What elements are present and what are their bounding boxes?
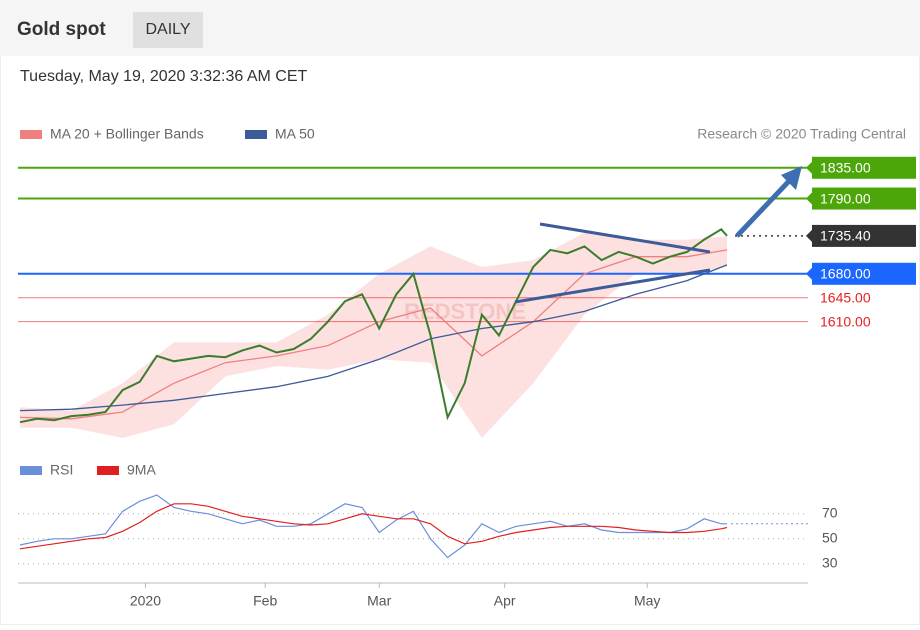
ma-line	[19, 264, 728, 412]
level-box-tip	[806, 267, 812, 280]
x-tick-label: Mar	[367, 593, 391, 609]
legend-swatch	[20, 466, 42, 475]
legend-label: MA 20 + Bollinger Bands	[50, 126, 204, 142]
level-box-tip	[806, 229, 812, 242]
title: Gold spot	[17, 19, 106, 40]
x-tick-label: 2020	[130, 593, 161, 609]
legend-swatch	[20, 130, 42, 139]
level-label: 1680.00	[820, 266, 871, 282]
level-label: 1835.00	[820, 159, 871, 175]
price-line	[19, 228, 728, 424]
ma-line	[19, 249, 728, 420]
x-tick-label: Apr	[494, 593, 516, 609]
level-label: 1735.40	[820, 228, 871, 244]
level-label: 1790.00	[820, 190, 871, 206]
legend-label: 9MA	[127, 462, 156, 478]
rsi-line	[19, 503, 728, 550]
level-box	[812, 262, 916, 285]
legend-label: MA 50	[275, 126, 315, 142]
level-box-tip	[806, 192, 812, 205]
x-tick-label: Feb	[253, 593, 277, 609]
level-label: 1610.00	[820, 313, 871, 329]
level-box	[812, 224, 916, 247]
legend-swatch	[97, 466, 119, 475]
legend-label: RSI	[50, 462, 73, 478]
trendline-lower	[514, 268, 711, 304]
rsi-tick-label: 70	[822, 504, 838, 520]
rsi-tick-label: 50	[822, 529, 838, 545]
period: DAILY	[145, 21, 190, 38]
bollinger-band	[20, 232, 727, 438]
level-label: 1645.00	[820, 289, 871, 305]
x-tick-label: May	[634, 593, 660, 609]
credit: Research © 2020 Trading Central	[697, 126, 906, 142]
level-box	[812, 187, 916, 210]
legend-swatch	[245, 130, 267, 139]
trendline-upper	[539, 222, 711, 254]
forecast-arrow	[735, 178, 792, 238]
datetime: Tuesday, May 19, 2020 3:32:36 AM CET	[20, 68, 307, 85]
arrow-head	[781, 166, 802, 190]
level-box	[812, 156, 916, 179]
rsi-tick-label: 30	[822, 554, 838, 570]
period-box	[133, 12, 203, 48]
level-box-tip	[806, 161, 812, 174]
rsi-line	[19, 494, 727, 559]
